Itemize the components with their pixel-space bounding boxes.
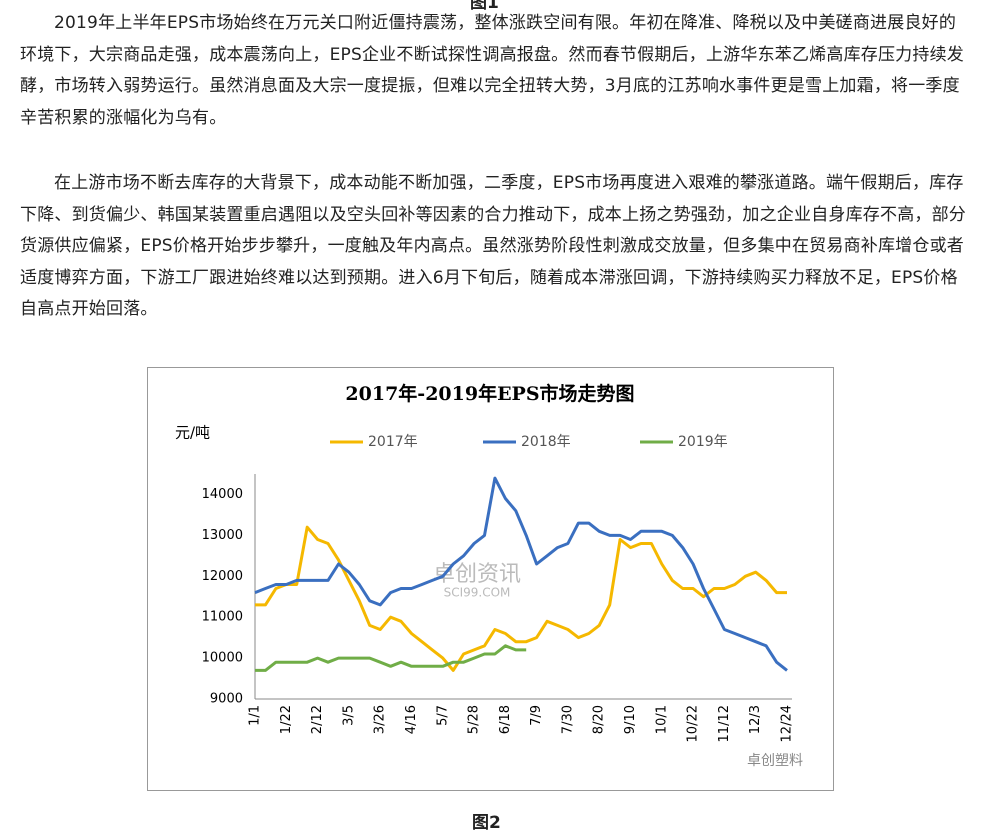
x-tick-label: 3/26 <box>373 705 388 734</box>
chart-title: 2017年-2019年EPS市场走势图 <box>345 382 634 405</box>
y-tick-label: 12000 <box>202 569 243 584</box>
y-tick-label: 13000 <box>202 528 243 543</box>
x-tick-label: 10/22 <box>686 705 701 742</box>
paragraph: 在上游市场不断去库存的大背景下，成本动能不断加强，二季度，EPS市场再度进入艰难… <box>20 173 966 319</box>
x-tick-label: 12/3 <box>748 705 763 734</box>
chart-frame <box>147 367 834 791</box>
x-tick-label: 5/28 <box>467 705 482 734</box>
x-tick-label: 11/12 <box>717 705 732 742</box>
watermark: 卓创资讯 <box>433 562 521 587</box>
x-tick-label: 9/10 <box>623 705 638 734</box>
x-tick-label: 6/18 <box>498 705 513 734</box>
x-tick-label: 7/30 <box>560 705 575 734</box>
chart: 2017年-2019年EPS市场走势图 元/吨 卓创资讯 SCI99.COM 卓… <box>147 367 834 791</box>
x-tick-label: 7/9 <box>529 705 544 726</box>
x-tick-label: 8/20 <box>592 705 607 734</box>
x-tick-label: 5/7 <box>435 705 450 726</box>
top-caption: 图1 <box>470 0 499 13</box>
legend-label: 2019年 <box>678 434 728 450</box>
legend-label: 2018年 <box>521 434 571 450</box>
series-line <box>254 476 788 672</box>
x-tick-label: 2/12 <box>310 705 325 734</box>
x-tick-label: 1/22 <box>279 705 294 734</box>
y-tick-label: 9000 <box>210 692 243 707</box>
x-tick-label: 1/1 <box>248 705 263 726</box>
x-tick-label: 10/1 <box>654 705 669 734</box>
y-tick-label: 10000 <box>202 651 243 666</box>
source-label: 卓创塑料 <box>747 753 803 769</box>
y-tick-label: 11000 <box>202 610 243 625</box>
paragraph: 2019年上半年EPS市场始终在万元关口附近僵持震荡，整体涨跌空间有限。年初在降… <box>20 13 964 128</box>
x-tick-label: 4/16 <box>404 705 419 734</box>
series-line <box>255 644 527 672</box>
y-tick-label: 14000 <box>202 487 243 502</box>
bottom-caption: 图2 <box>472 813 501 833</box>
legend-label: 2017年 <box>368 434 418 450</box>
x-tick-label: 3/5 <box>341 705 356 726</box>
watermark-sub: SCI99.COM <box>444 586 511 600</box>
x-tick-label: 12/24 <box>780 705 795 742</box>
series-line <box>255 525 787 672</box>
y-axis-label: 元/吨 <box>175 424 210 442</box>
